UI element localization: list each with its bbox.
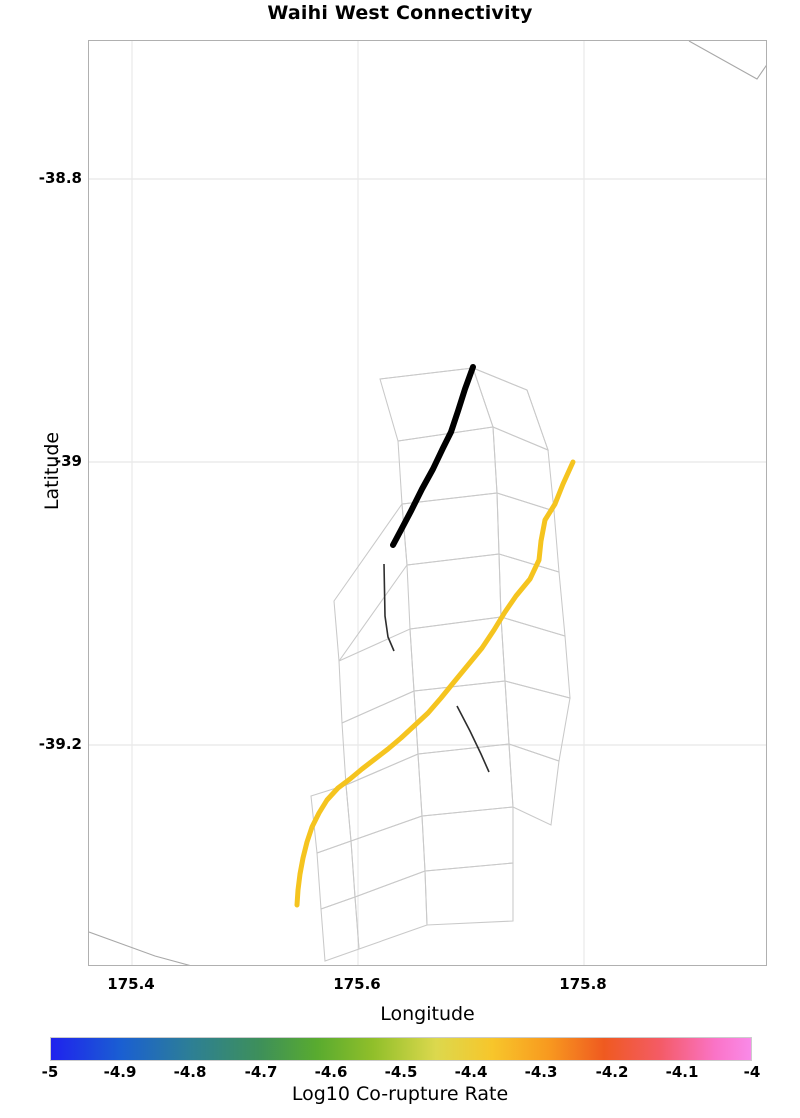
colorbar-gradient <box>50 1037 752 1061</box>
colorbar-label: Log10 Co-rupture Rate <box>291 1083 509 1105</box>
gridlines <box>89 41 766 965</box>
colorbar-tick-0: -5 <box>41 1063 59 1081</box>
colorbar-tick-2: -4.8 <box>173 1063 207 1081</box>
ytick-2: -39.2 <box>38 735 82 753</box>
ytick-1: -39 <box>54 452 82 470</box>
colorbar-tick-3: -4.7 <box>244 1063 278 1081</box>
xtick-0: 175.4 <box>107 975 155 993</box>
colorbar-tick-5: -4.5 <box>384 1063 418 1081</box>
map-axes <box>88 40 767 966</box>
map-canvas <box>89 41 766 965</box>
source-fault-trace <box>390 364 476 548</box>
xtick-1: 175.6 <box>333 975 381 993</box>
colorbar-tick-1: -4.9 <box>103 1063 137 1081</box>
colorbar-tick-8: -4.2 <box>595 1063 629 1081</box>
colorbar-tick-10: -4 <box>743 1063 761 1081</box>
xtick-2: 175.8 <box>559 975 607 993</box>
ytick-0: -38.8 <box>38 169 82 187</box>
colorbar <box>50 1037 752 1061</box>
connector-line-lower <box>456 705 490 773</box>
colorbar-tick-7: -4.3 <box>524 1063 558 1081</box>
colorbar-tick-4: -4.6 <box>314 1063 348 1081</box>
page-title: Waihi West Connectivity <box>267 2 533 24</box>
connector-line-upper <box>383 563 395 652</box>
colorbar-tick-9: -4.1 <box>665 1063 699 1081</box>
y-axis-label: Latitude <box>41 431 63 511</box>
x-axis-label: Longitude <box>380 1003 475 1025</box>
background-coastline <box>89 41 766 965</box>
corupture-trace <box>294 459 576 908</box>
colorbar-tick-6: -4.4 <box>454 1063 488 1081</box>
